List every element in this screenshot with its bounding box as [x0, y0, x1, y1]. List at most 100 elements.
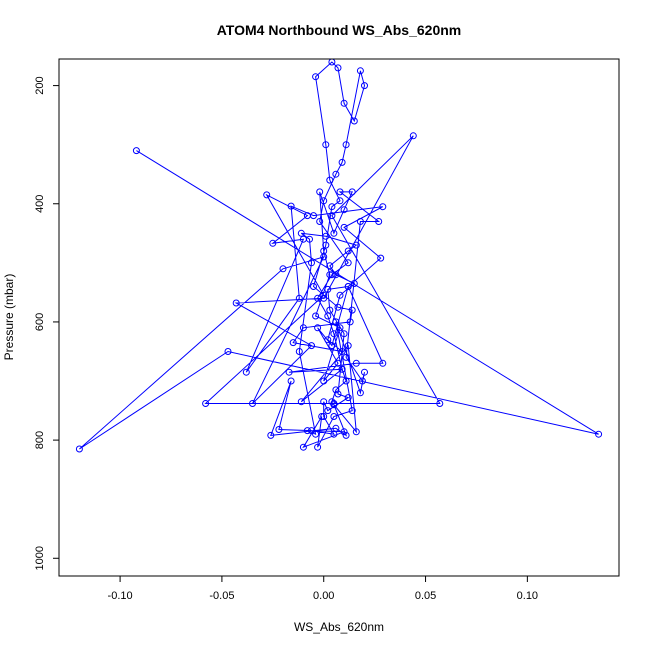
data-point: [269, 239, 277, 247]
data-point: [328, 212, 336, 220]
data-point: [379, 203, 387, 211]
data-point: [342, 377, 350, 385]
data-point: [344, 259, 352, 267]
data-point: [334, 390, 342, 398]
data-point: [356, 218, 364, 225]
data-point: [342, 353, 350, 361]
y-axis: 200 400 600 800 1000: [34, 76, 60, 571]
data-point: [267, 431, 275, 439]
data-point: [310, 283, 317, 290]
data-point: [322, 141, 330, 149]
data-point: [75, 445, 83, 453]
data-point: [348, 407, 356, 415]
data-point: [303, 427, 311, 435]
data-point: [320, 398, 328, 406]
data-point: [132, 147, 140, 155]
data-point: [356, 389, 364, 397]
data-point: [336, 291, 344, 299]
data-point: [340, 206, 348, 214]
data-point: [310, 212, 317, 220]
data-point: [285, 368, 293, 376]
data-point: [338, 348, 346, 355]
series-layer: [75, 58, 603, 453]
data-point: [348, 188, 356, 196]
data-point: [336, 197, 344, 205]
data-point: [338, 158, 346, 166]
data-point: [332, 318, 340, 326]
data-point: [332, 271, 340, 279]
data-point: [344, 342, 352, 350]
data-point: [312, 312, 320, 320]
series-line: [79, 61, 599, 450]
data-point: [330, 413, 338, 420]
data-point: [330, 430, 338, 438]
data-point: [316, 188, 324, 196]
data-point: [314, 324, 322, 332]
data-point: [249, 400, 256, 407]
data-point: [326, 262, 334, 270]
data-point: [224, 348, 232, 355]
data-point: [361, 82, 368, 90]
data-point: [320, 413, 328, 420]
data-point: [287, 377, 295, 385]
data-point: [279, 265, 287, 273]
data-point: [334, 359, 342, 367]
data-point: [314, 443, 322, 451]
data-point: [295, 348, 303, 355]
chart-title: ATOM4 Northbound WS_Abs_620nm: [217, 22, 462, 38]
data-point: [340, 223, 348, 231]
data-point: [342, 431, 350, 439]
data-point: [344, 247, 352, 255]
data-point: [308, 427, 315, 435]
x-tick-label: 0.10: [517, 590, 538, 602]
data-point: [299, 324, 307, 332]
data-point: [358, 377, 366, 385]
data-point: [326, 176, 334, 184]
data-point: [322, 241, 330, 249]
x-tick-label: 0.00: [313, 590, 334, 602]
y-tick-label: 800: [34, 431, 46, 449]
data-point: [342, 141, 350, 149]
data-point: [338, 365, 346, 373]
data-point: [320, 377, 328, 385]
x-axis: -0.10 -0.05 0.00 0.05 0.10: [108, 575, 538, 602]
x-axis-label: WS_Abs_620nm: [294, 620, 384, 634]
data-point: [340, 428, 348, 436]
data-point: [297, 229, 305, 237]
data-point: [316, 218, 324, 225]
data-point: [232, 299, 240, 307]
y-axis-label: Pressure (mbar): [2, 274, 16, 361]
data-point: [318, 413, 326, 420]
data-point: [334, 64, 342, 72]
data-point: [312, 430, 320, 438]
data-point: [332, 424, 340, 432]
data-point: [340, 99, 348, 107]
x-tick-label: 0.05: [415, 590, 436, 602]
data-point: [336, 324, 344, 332]
data-point: [330, 330, 338, 338]
data-point: [324, 336, 332, 344]
data-point: [344, 394, 352, 402]
data-point: [297, 398, 305, 406]
data-point: [375, 218, 383, 225]
data-point: [299, 443, 307, 451]
data-point: [595, 430, 603, 438]
data-point: [334, 303, 342, 311]
data-point: [344, 283, 352, 290]
data-point: [242, 368, 250, 376]
data-point: [324, 285, 332, 293]
data-point: [308, 342, 315, 350]
data-point: [275, 426, 283, 433]
data-point: [326, 306, 334, 314]
data-point: [202, 400, 210, 407]
data-point: [379, 359, 387, 367]
data-point: [330, 229, 338, 237]
data-point: [336, 188, 344, 196]
data-point: [312, 73, 320, 81]
data-point: [350, 117, 358, 125]
data-point: [324, 312, 332, 320]
data-point: [332, 386, 340, 394]
data-point: [320, 197, 328, 205]
data-point: [308, 259, 315, 267]
